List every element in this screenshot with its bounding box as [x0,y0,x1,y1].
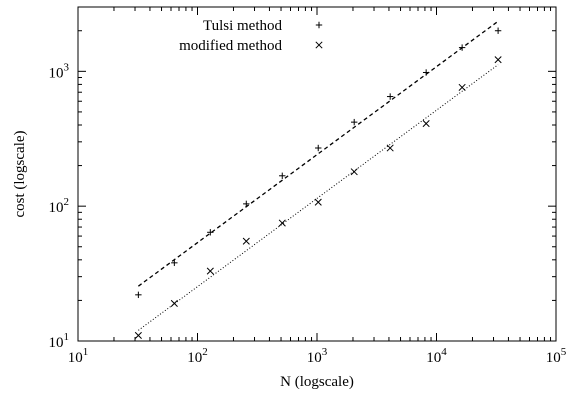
point-tulsi-method [458,44,466,51]
axis-ticks: 101 102 103 104 105 101 102 103 [49,7,567,366]
point-modified-method [206,267,214,275]
x-tick-label: 102 [187,346,208,366]
legend: Tulsi method modified method [179,18,323,54]
legend-marker-tulsi-method [315,21,323,29]
point-tulsi-method [315,144,322,152]
point-modified-method [314,198,322,206]
legend-label-modified-method: modified method [179,38,282,54]
point-modified-method [494,56,502,64]
y-tick-label: 102 [49,196,70,216]
point-modified-method [386,144,394,152]
point-modified-method [134,331,142,339]
point-tulsi-method [422,69,430,76]
x-tick-label: 101 [68,346,89,366]
point-tulsi-method [386,93,394,100]
y-tick-label: 103 [49,61,70,81]
point-tulsi-method [243,200,250,208]
data-points [134,27,502,339]
x-tick-label: 104 [426,346,447,366]
fit-line-tulsi-method [137,20,499,287]
fit-lines [137,20,499,331]
point-modified-method [350,168,358,176]
legend-label-tulsi-method: Tulsi method [203,18,283,34]
y-axis-title: cost (logscale) [12,130,28,217]
point-tulsi-method [279,172,286,179]
legend-marker-modified-method [315,41,323,49]
point-tulsi-method [171,259,178,267]
point-tulsi-method [135,291,142,299]
point-modified-method [278,219,286,227]
x-tick-label: 103 [307,346,328,366]
point-modified-method [422,119,430,128]
fit-line-modified-method [138,64,499,331]
point-modified-method [458,83,466,91]
point-tulsi-method [494,27,502,34]
point-tulsi-method [351,118,358,126]
y-tick-label: 101 [49,331,70,351]
point-modified-method [242,237,250,245]
x-tick-label: 105 [546,346,567,366]
point-tulsi-method [207,229,214,236]
plot-frame [77,6,557,342]
point-modified-method [170,299,178,307]
x-axis-title: N (logscale) [280,374,354,390]
